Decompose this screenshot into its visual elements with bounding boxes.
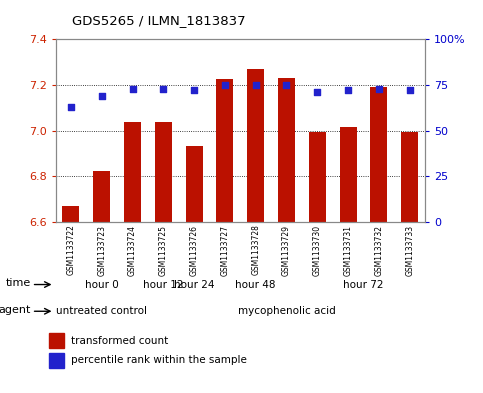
Bar xyxy=(62,206,79,222)
Text: GSM1133731: GSM1133731 xyxy=(343,224,353,275)
Text: GSM1133730: GSM1133730 xyxy=(313,224,322,275)
Text: GSM1133732: GSM1133732 xyxy=(374,224,384,275)
Text: hour 48: hour 48 xyxy=(235,279,276,290)
Point xyxy=(128,86,136,92)
Bar xyxy=(216,79,233,222)
Text: transformed count: transformed count xyxy=(71,336,169,346)
Bar xyxy=(155,122,172,222)
Text: GSM1133729: GSM1133729 xyxy=(282,224,291,275)
Text: hour 72: hour 72 xyxy=(343,279,384,290)
Text: untreated control: untreated control xyxy=(56,306,147,316)
Text: mycophenolic acid: mycophenolic acid xyxy=(238,306,335,316)
Text: hour 12: hour 12 xyxy=(143,279,184,290)
Text: percentile rank within the sample: percentile rank within the sample xyxy=(71,355,247,365)
Bar xyxy=(49,333,64,348)
Bar xyxy=(185,146,202,222)
Point xyxy=(375,86,383,92)
Text: GSM1133733: GSM1133733 xyxy=(405,224,414,275)
Text: GSM1133724: GSM1133724 xyxy=(128,224,137,275)
Text: agent: agent xyxy=(0,305,30,315)
Point xyxy=(283,82,290,88)
Text: GSM1133728: GSM1133728 xyxy=(251,224,260,275)
Point xyxy=(221,82,229,88)
Bar xyxy=(247,70,264,222)
Bar xyxy=(278,78,295,222)
Point xyxy=(67,104,75,110)
Bar xyxy=(93,171,110,222)
Text: hour 24: hour 24 xyxy=(174,279,214,290)
Bar xyxy=(401,132,418,222)
Text: GDS5265 / ILMN_1813837: GDS5265 / ILMN_1813837 xyxy=(72,14,246,27)
Text: GSM1133722: GSM1133722 xyxy=(67,224,75,275)
Point xyxy=(98,93,106,99)
Point xyxy=(313,89,321,95)
Bar xyxy=(309,132,326,222)
Text: time: time xyxy=(5,278,30,288)
Text: GSM1133723: GSM1133723 xyxy=(97,224,106,275)
Text: GSM1133725: GSM1133725 xyxy=(159,224,168,275)
Point xyxy=(252,82,259,88)
Text: hour 0: hour 0 xyxy=(85,279,119,290)
Bar xyxy=(370,87,387,222)
Text: GSM1133727: GSM1133727 xyxy=(220,224,229,275)
Point xyxy=(159,86,167,92)
Bar xyxy=(124,122,141,222)
Point xyxy=(406,87,413,94)
Point xyxy=(190,87,198,94)
Bar xyxy=(340,127,356,222)
Bar xyxy=(49,353,64,368)
Text: GSM1133726: GSM1133726 xyxy=(190,224,199,275)
Point xyxy=(344,87,352,94)
